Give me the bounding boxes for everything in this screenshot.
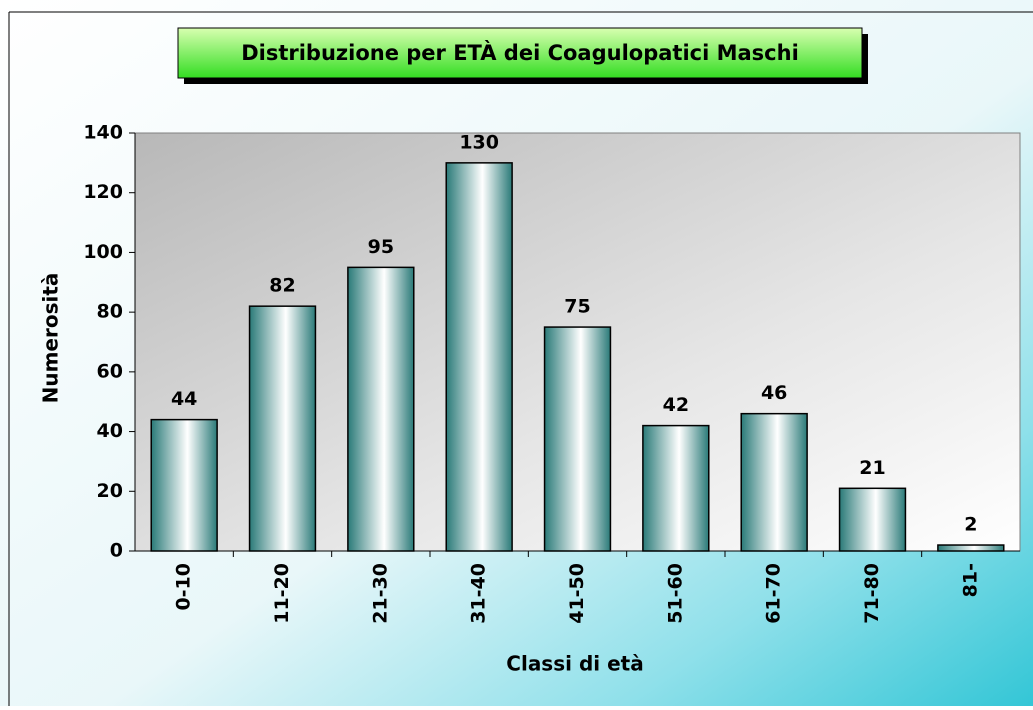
bar [543, 326, 612, 552]
y-tick-label: 0 [110, 540, 123, 562]
bar [642, 424, 710, 552]
value-label: 82 [269, 275, 295, 297]
y-tick-label: 80 [97, 301, 123, 323]
value-label: 21 [859, 457, 885, 479]
y-tick-label: 60 [97, 360, 123, 382]
bar [445, 162, 513, 552]
value-label: 44 [171, 388, 197, 410]
x-tick-label: 81- [959, 563, 981, 597]
x-tick-label: 61-70 [763, 563, 785, 624]
bar [740, 412, 808, 552]
y-tick-label: 140 [83, 122, 123, 144]
value-label: 75 [564, 296, 590, 318]
y-tick-label: 100 [83, 241, 123, 263]
x-tick-label: 21-30 [369, 563, 391, 624]
x-tick-label: 71-80 [861, 563, 883, 624]
x-tick-label: 41-50 [566, 563, 588, 624]
bar [838, 487, 907, 552]
value-label: 95 [368, 236, 394, 258]
value-label: 42 [663, 394, 689, 416]
value-label: 46 [761, 382, 787, 404]
title-box [177, 27, 863, 79]
y-axis-label: Numerosità [39, 273, 63, 404]
bar [347, 266, 415, 552]
x-axis-label: Classi di età [506, 652, 643, 676]
bar [150, 418, 218, 552]
x-tick-label: 51-60 [664, 563, 686, 624]
x-tick-label: 11-20 [271, 563, 293, 624]
bar [248, 305, 317, 552]
x-tick-label: 0-10 [173, 563, 195, 611]
chart-title: Distribuzione per ETÀ dei Coagulopatici … [241, 40, 799, 65]
y-tick-label: 120 [83, 181, 123, 203]
x-tick-label: 31-40 [468, 563, 490, 624]
value-label: 130 [459, 131, 499, 153]
y-tick-label: 20 [97, 480, 123, 502]
y-tick-label: 40 [97, 420, 123, 442]
value-label: 2 [964, 514, 977, 536]
bar [937, 544, 1005, 552]
